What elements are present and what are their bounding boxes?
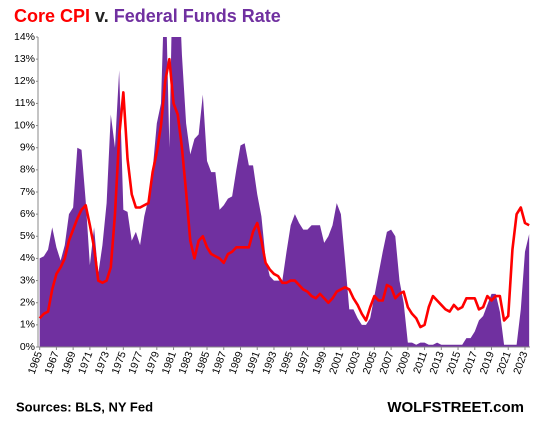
y-tick-label: 9% [20,141,35,153]
y-tick-label: 10% [14,119,35,131]
y-tick-label: 12% [14,75,35,87]
y-tick-label: 6% [20,208,35,220]
y-tick-label: 13% [14,53,35,65]
y-tick-label: 5% [20,230,35,242]
title-part: v. [95,6,109,26]
y-tick-label: 7% [20,186,35,198]
y-tick-label: 14% [14,31,35,43]
cpi-line [38,57,530,329]
x-tick-label: 2009 [394,350,413,376]
y-tick-label: 11% [15,97,35,109]
y-tick-label: 4% [20,252,35,264]
rate-area [39,37,530,347]
title-part: Federal Funds Rate [114,6,281,26]
plot-area [38,37,530,347]
y-tick-label: 8% [20,164,35,176]
title-part: Core CPI [14,6,90,26]
chart-title: Core CPI v. Federal Funds Rate [14,6,281,26]
y-tick-label: 2% [20,296,35,308]
y-tick-label: 1% [20,319,35,331]
y-tick-label: 3% [20,274,35,286]
y-tick-label: 0% [20,341,35,353]
source: Sources: BLS, NY Fed [16,399,153,414]
brand: WOLFSTREET.com [387,399,524,416]
x-tick-label: 2023 [511,350,530,376]
